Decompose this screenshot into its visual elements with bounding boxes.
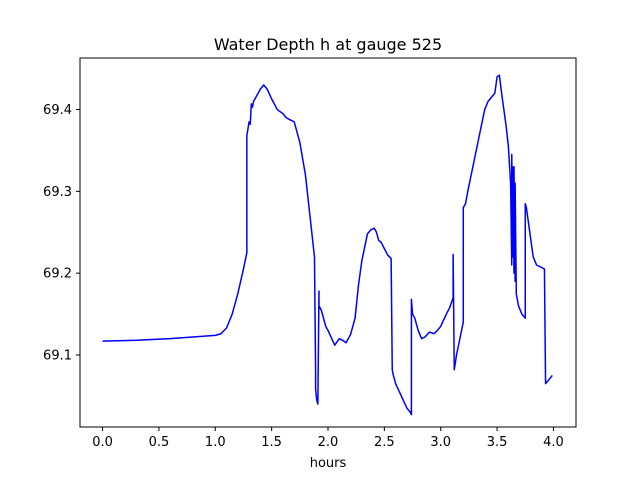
axes: 0.0 0.5 1.0 1.5 2.0 2.5 3.0 3.5 4.0 69.1 69.2 69.3 6… bbox=[43, 57, 577, 450]
x-axis-label: hours bbox=[310, 456, 347, 471]
x-tick-label: 3.5 bbox=[487, 435, 508, 450]
chart-title: Water Depth h at gauge 525 bbox=[214, 35, 442, 54]
x-tick-label: 4.0 bbox=[543, 435, 564, 450]
plot-frame bbox=[79, 57, 577, 428]
x-tick-label: 0.5 bbox=[149, 435, 170, 450]
y-tick-label: 69.2 bbox=[43, 267, 72, 282]
y-tick-label: 69.1 bbox=[43, 349, 72, 364]
x-tick-label: 1.5 bbox=[261, 435, 282, 450]
plot-area bbox=[102, 74, 553, 416]
x-tick-label: 2.5 bbox=[374, 435, 395, 450]
x-tick-label: 0.0 bbox=[92, 435, 113, 450]
x-tick-label: 1.0 bbox=[205, 435, 226, 450]
y-tick-label: 69.4 bbox=[43, 103, 72, 118]
x-tick-label: 3.0 bbox=[430, 435, 451, 450]
x-tick-label: 2.0 bbox=[318, 435, 339, 450]
y-tick-label: 69.3 bbox=[43, 185, 72, 200]
series-line-0 bbox=[102, 74, 553, 416]
